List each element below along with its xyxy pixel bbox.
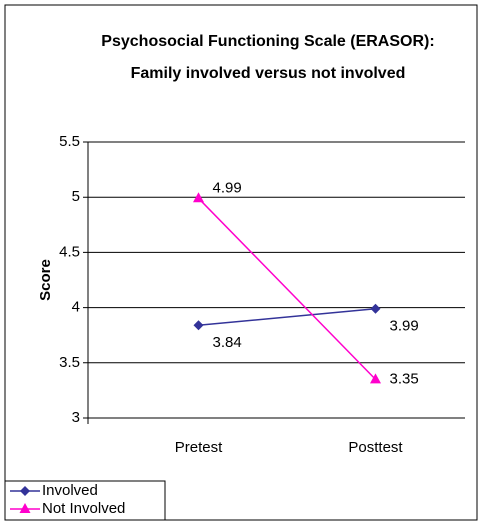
legend-marker — [19, 503, 31, 513]
data-label: 3.99 — [390, 318, 419, 335]
y-axis-label: Score — [37, 259, 54, 301]
y-tick-label: 3.5 — [59, 354, 80, 371]
y-tick-label: 4 — [72, 299, 80, 316]
series-line — [197, 197, 377, 380]
y-tick-label: 3 — [72, 409, 80, 426]
data-label: 4.99 — [213, 179, 242, 196]
marker — [193, 192, 204, 203]
data-label: 3.84 — [213, 334, 242, 351]
data-label: 3.35 — [390, 370, 419, 387]
x-tick-label: Pretest — [175, 439, 223, 456]
x-tick-label: Posttest — [348, 439, 403, 456]
y-tick-label: 5.5 — [59, 133, 80, 150]
legend-label: Involved — [42, 482, 98, 499]
legend-box — [4, 480, 166, 521]
y-tick-label: 4.5 — [59, 243, 80, 260]
legend-marker — [20, 486, 30, 496]
series-line — [198, 307, 376, 327]
legend-label: Not Involved — [42, 500, 125, 517]
chart-title: Psychosocial Functioning Scale (ERASOR): — [101, 33, 434, 50]
chart-border — [4, 4, 478, 521]
marker — [370, 373, 381, 384]
y-tick-label: 5 — [72, 188, 80, 205]
chart-title: Family involved versus not involved — [131, 65, 406, 82]
marker — [370, 303, 381, 314]
marker — [193, 320, 204, 331]
